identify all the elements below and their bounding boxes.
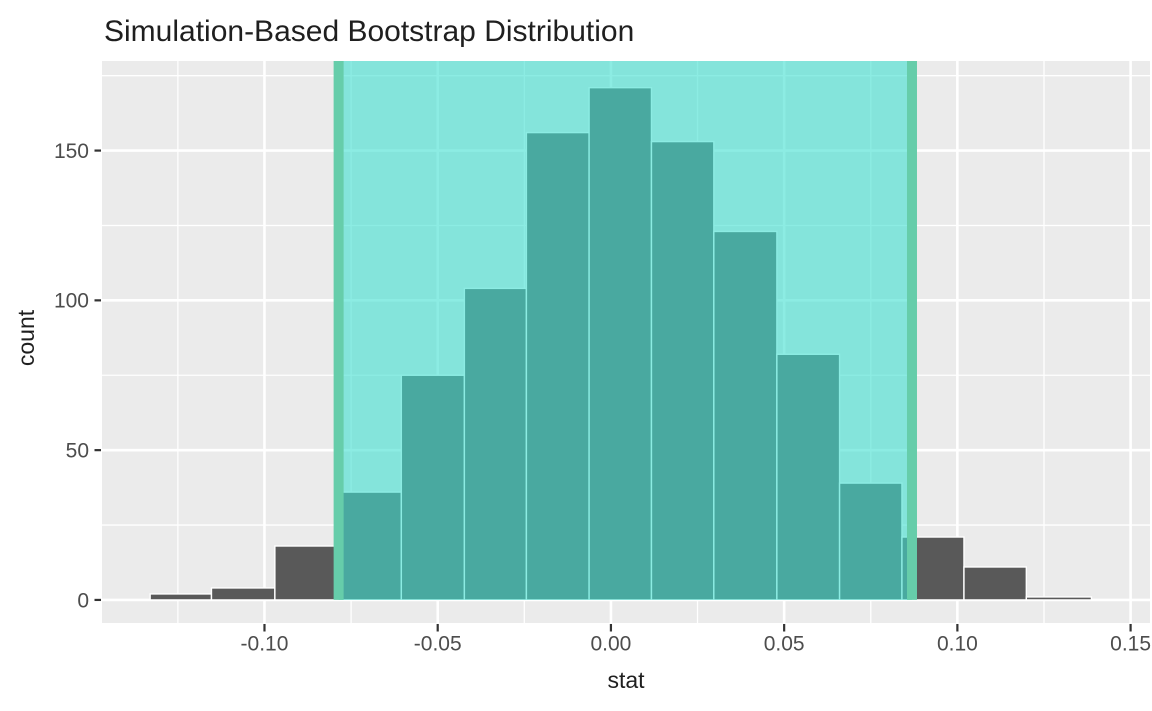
histogram-bar xyxy=(963,566,1028,601)
y-tick-label: 50 xyxy=(66,439,89,462)
histogram-bar xyxy=(210,587,276,601)
x-tick-label: 0.15 xyxy=(1110,632,1151,655)
x-tick-label: 0.10 xyxy=(937,632,978,655)
plot-title: Simulation-Based Bootstrap Distribution xyxy=(104,15,634,48)
x-axis-title: stat xyxy=(607,667,645,693)
y-axis-title: count xyxy=(13,309,39,366)
histogram-bar xyxy=(149,593,213,601)
histogram-bar xyxy=(274,545,340,601)
x-tick-label: -0.10 xyxy=(241,632,289,655)
x-tick-label: 0.00 xyxy=(590,632,631,655)
plot-marks: -0.10 -0.05 0.00 0.05 0.10 0.15 0 50 100 150 xyxy=(54,61,1151,655)
histogram-bar xyxy=(1025,596,1093,601)
x-tick-label: 0.05 xyxy=(764,632,805,655)
confidence-interval-region xyxy=(338,61,912,600)
y-tick-label: 150 xyxy=(54,140,89,163)
y-tick-label: 0 xyxy=(77,589,89,612)
y-tick-label: 100 xyxy=(54,290,89,313)
x-tick-label: -0.05 xyxy=(414,632,462,655)
